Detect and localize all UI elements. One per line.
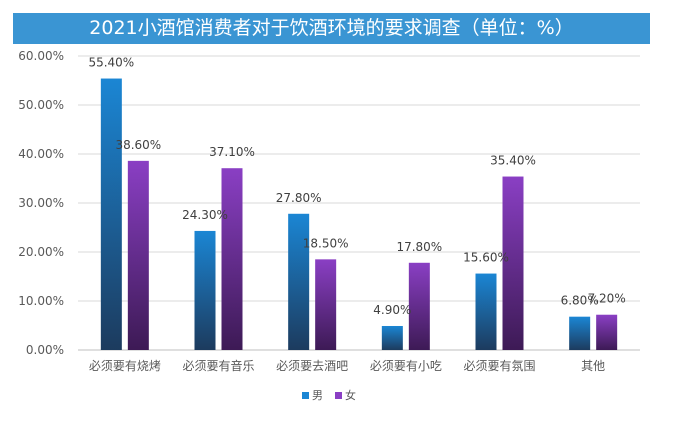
data-label-male-1: 24.30% (182, 208, 228, 222)
data-label-male-2: 27.80% (276, 191, 322, 205)
x-category-label: 必须要有氛围 (463, 359, 535, 373)
bar-male-5 (569, 316, 591, 350)
legend-label-female: 女 (345, 388, 356, 402)
data-label-female-3: 17.80% (396, 240, 442, 254)
data-label-female-5: 7.20% (588, 292, 626, 306)
y-tick-label: 40.00% (18, 147, 64, 161)
bars (100, 78, 618, 350)
data-label-male-5: 6.80% (561, 294, 599, 308)
bar-female-2 (315, 259, 337, 350)
data-label-female-1: 37.10% (209, 145, 255, 159)
bar-female-4 (502, 176, 524, 350)
data-label-female-4: 35.40% (490, 154, 536, 168)
bar-male-2 (288, 213, 310, 350)
bar-female-5 (596, 314, 618, 350)
y-tick-label: 50.00% (18, 98, 64, 112)
y-tick-label: 10.00% (18, 294, 64, 308)
x-axis-categories: 必须要有烧烤 必须要有音乐 必须要去酒吧 必须要有小吃 必须要有氛围 其他 (89, 358, 605, 373)
y-tick-label: 0.00% (26, 343, 64, 357)
y-tick-label: 60.00% (18, 49, 64, 63)
y-tick-label: 20.00% (18, 245, 64, 259)
data-label-female-2: 18.50% (303, 236, 349, 250)
x-category-label: 必须要有音乐 (182, 358, 254, 373)
data-label-male-4: 15.60% (463, 251, 509, 265)
x-category-label: 必须要有小吃 (370, 359, 442, 373)
data-labels: 55.40% 38.60% 24.30% 37.10% 27.80% 18.50% 4.90… (88, 56, 625, 317)
bar-female-3 (408, 262, 430, 350)
bar-male-3 (381, 325, 403, 350)
y-axis-ticks: 0.00% 10.00% 20.00% 30.00% 40.00% 50.00% 60.00… (18, 49, 64, 357)
data-label-male-3: 4.90% (373, 303, 411, 317)
y-tick-label: 30.00% (18, 196, 64, 210)
x-category-label: 必须要有烧烤 (89, 358, 161, 373)
gridlines (78, 55, 640, 351)
x-category-label: 其他 (581, 359, 605, 373)
data-label-male-0: 55.40% (88, 56, 134, 70)
legend-swatch-female (335, 392, 342, 399)
legend-swatch-male (302, 392, 309, 399)
legend-label-male: 男 (312, 389, 323, 402)
data-label-female-0: 38.60% (115, 138, 161, 152)
chart-title: 2021小酒馆消费者对于饮酒环境的要求调查（单位：%） (13, 13, 650, 44)
x-category-label: 必须要去酒吧 (276, 359, 348, 373)
bar-female-1 (221, 168, 243, 350)
legend: 男女 (302, 388, 356, 402)
bar-male-0 (100, 78, 122, 350)
bar-male-1 (194, 230, 216, 350)
bar-male-4 (475, 273, 497, 350)
bar-female-0 (127, 160, 149, 350)
